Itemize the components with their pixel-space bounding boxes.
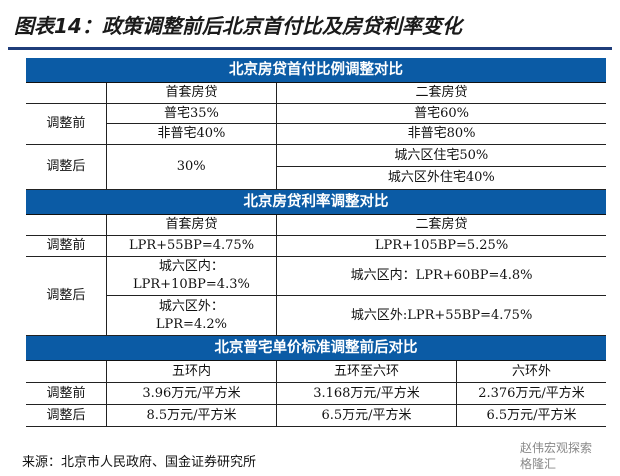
column-header: 六环外 bbox=[456, 361, 606, 382]
table-cell: 3.96万元/平方米 bbox=[106, 383, 276, 404]
table-cell: 8.5万元/平方米 bbox=[106, 405, 276, 426]
table-row: 调整后 城六区内： LPR+10BP=4.3% 城六区外： LPR=4.2% 城… bbox=[26, 257, 606, 336]
column-header: 二套房贷 bbox=[276, 83, 606, 103]
table-cell: 6.5万元/平方米 bbox=[276, 405, 456, 426]
table-cell: 普宅60% bbox=[277, 104, 606, 124]
table-cell: 30% bbox=[105, 145, 276, 189]
cell-group: 城六区内：LPR+60BP=4.8% 城六区外:LPR+55BP=4.75% bbox=[276, 257, 606, 335]
table-row: 调整前 普宅35% 非普宅40% 普宅60% 非普宅80% bbox=[26, 104, 606, 145]
column-header: 五环内 bbox=[106, 361, 276, 382]
table-row: 首套房贷 二套房贷 bbox=[26, 215, 606, 236]
table-row: 首套房贷 二套房贷 bbox=[26, 83, 606, 104]
table-cell: 城六区内：LPR+60BP=4.8% bbox=[277, 257, 606, 296]
table-cell: 城六区外： LPR=4.2% bbox=[155, 298, 227, 332]
section-header-down-payment: 北京房贷首付比例调整对比 bbox=[26, 58, 606, 83]
policy-table: 北京房贷首付比例调整对比 首套房贷 二套房贷 调整前 普宅35% 非普宅40% … bbox=[26, 58, 606, 427]
table-row: 调整后 8.5万元/平方米 6.5万元/平方米 6.5万元/平方米 bbox=[26, 405, 606, 427]
table-cell: 城六区内： LPR+10BP=4.3% bbox=[106, 257, 277, 296]
source-note: 来源：北京市人民政府、国金证券研究所 bbox=[22, 455, 257, 470]
row-label: 调整后 bbox=[46, 159, 86, 174]
cell-group: 城六区内： LPR+10BP=4.3% 城六区外： LPR=4.2% bbox=[105, 257, 277, 335]
table-cell: 城六区住宅50% bbox=[276, 145, 606, 167]
table-cell: 非普宅40% bbox=[157, 126, 226, 141]
column-header: 五环至六环 bbox=[276, 361, 456, 382]
row-label: 调整前 bbox=[46, 116, 86, 131]
table-row: 调整前 3.96万元/平方米 3.168万元/平方米 2.376万元/平方米 bbox=[26, 383, 606, 405]
row-label: 调整前 bbox=[46, 385, 86, 401]
table-cell: 3.168万元/平方米 bbox=[276, 383, 456, 404]
table-cell: 普宅35% bbox=[106, 104, 277, 124]
empty-cell bbox=[26, 83, 106, 103]
column-header: 二套房贷 bbox=[276, 215, 606, 235]
row-label: 调整后 bbox=[46, 288, 86, 303]
table-cell: 城六区外住宅40% bbox=[387, 170, 495, 185]
column-header: 首套房贷 bbox=[106, 215, 276, 235]
table-row: 调整后 30% 城六区住宅50% 城六区外住宅40% bbox=[26, 145, 606, 190]
column-header: 首套房贷 bbox=[106, 83, 276, 103]
cell-group: 普宅60% 非普宅80% bbox=[276, 104, 606, 144]
section-header-mortgage-rate: 北京房贷利率调整对比 bbox=[26, 190, 606, 215]
page-title: 图表14：政策调整前后北京首付比及房贷利率变化 bbox=[14, 14, 462, 38]
row-label: 调整后 bbox=[46, 407, 86, 423]
table-cell: 6.5万元/平方米 bbox=[456, 405, 606, 426]
empty-cell bbox=[26, 361, 106, 382]
section-header-price-standard: 北京普宅单价标准调整前后对比 bbox=[26, 336, 606, 361]
table-row: 调整前 LPR+55BP=4.75% LPR+105BP=5.25% bbox=[26, 236, 606, 257]
table-cell: 2.376万元/平方米 bbox=[456, 383, 606, 404]
cell-group: 城六区住宅50% 城六区外住宅40% bbox=[275, 145, 606, 189]
title-rule bbox=[8, 47, 612, 50]
row-label: 调整前 bbox=[46, 238, 86, 253]
table-cell: 城六区外:LPR+55BP=4.75% bbox=[350, 307, 533, 323]
table-cell: 非普宅80% bbox=[407, 126, 476, 141]
empty-cell bbox=[26, 215, 106, 235]
table-cell: LPR+55BP=4.75% bbox=[106, 236, 276, 256]
watermark: 赵伟宏观探索 格隆汇 bbox=[520, 441, 593, 471]
table-row: 五环内 五环至六环 六环外 bbox=[26, 361, 606, 383]
table-cell: LPR+105BP=5.25% bbox=[276, 236, 606, 256]
cell-group: 普宅35% 非普宅40% bbox=[105, 104, 277, 144]
